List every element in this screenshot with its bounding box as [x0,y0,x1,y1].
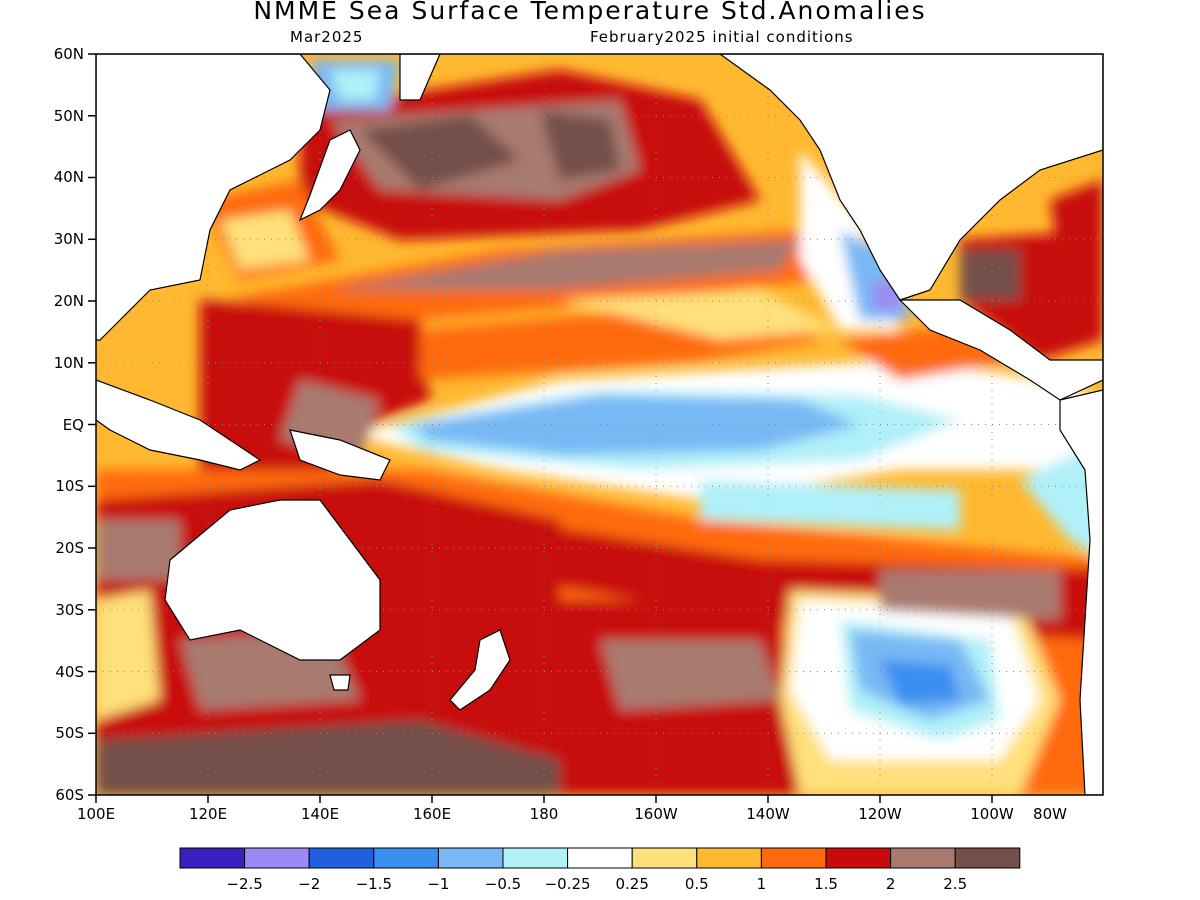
colorbar-swatch [308,847,375,869]
forecast-month: Mar2025 [290,28,364,46]
japan [298,129,361,222]
colorbar-swatch [631,847,698,869]
colorbar-label: −0.25 [545,875,591,893]
lat-label: 40N [54,168,84,186]
colorbar-swatch [890,847,956,869]
kamchatka [399,54,441,101]
colorbar-label: −0.5 [485,875,521,893]
lon-label: 120W [858,805,902,823]
asia-landmass [96,54,331,341]
lon-label: 100W [970,805,1014,823]
colorbar-swatch [244,847,310,869]
lon-label: 80W [1033,805,1067,823]
lat-label: 20N [54,292,84,310]
lat-label: 20S [55,539,84,557]
colorbar-swatch [502,847,569,869]
lon-label: 140E [301,805,339,823]
colorbar-label: 2.5 [943,875,967,893]
new-zealand [449,629,511,711]
colorbar-swatch [825,847,892,869]
anomaly-field [96,54,1103,795]
axis-ticks [88,53,993,803]
tasmania [329,674,351,691]
colorbar-label: 1.5 [814,875,838,893]
map-title: NMME Sea Surface Temperature Std.Anomali… [253,0,927,25]
colorbar-label: −2.5 [226,875,262,893]
colorbar-swatch [179,847,246,869]
lat-label: 30S [55,601,84,619]
longitude-labels: 100E 120E 140E 160E 180 160W 140W 120W 1… [77,805,1067,823]
lat-label: 10S [55,477,84,495]
colorbar-label: 0.5 [685,875,709,893]
latitude-labels: 60N 50N 40N 30N 20N 10N EQ 10S 20S 30S 4… [54,45,84,804]
colorbar-label: −1.5 [356,875,392,893]
australia [164,499,381,661]
lat-label: 50S [55,724,84,742]
lat-label: 30N [54,230,84,248]
lat-label: 60S [55,786,84,804]
colorbar-label: 0.25 [615,875,648,893]
colorbar-swatch [373,847,439,869]
new-guinea [289,429,391,481]
lon-label: 160E [413,805,451,823]
colorbar: −2.5 −2 −1.5 −1 −0.5 −0.25 0.25 0.5 1 1.5 2 2.5 [179,847,1021,893]
coastlines [96,54,1103,795]
lat-label: EQ [63,416,84,434]
lat-label: 10N [54,354,84,372]
lon-label: 160W [634,805,678,823]
lat-label: 40S [55,663,84,681]
colorbar-swatch [760,847,827,869]
central-america [898,299,1103,401]
lat-label: 50N [54,107,84,125]
colorbar-label: −2 [298,875,320,893]
colorbar-label: 2 [886,875,896,893]
colorbar-label: 1 [757,875,767,893]
colorbar-swatch [954,847,1021,869]
colorbar-swatch [696,847,762,869]
colorbar-swatch [437,847,504,869]
lon-label: 180 [530,805,559,823]
lat-label: 60N [54,45,84,63]
maritime-continent [96,379,262,471]
lon-label: 140W [746,805,790,823]
lon-label: 100E [77,805,115,823]
initial-conditions: February2025 initial conditions [590,28,854,46]
colorbar-swatch [567,847,633,869]
lon-label: 120E [189,805,227,823]
colorbar-label: −1 [427,875,449,893]
south-america [1059,389,1103,795]
